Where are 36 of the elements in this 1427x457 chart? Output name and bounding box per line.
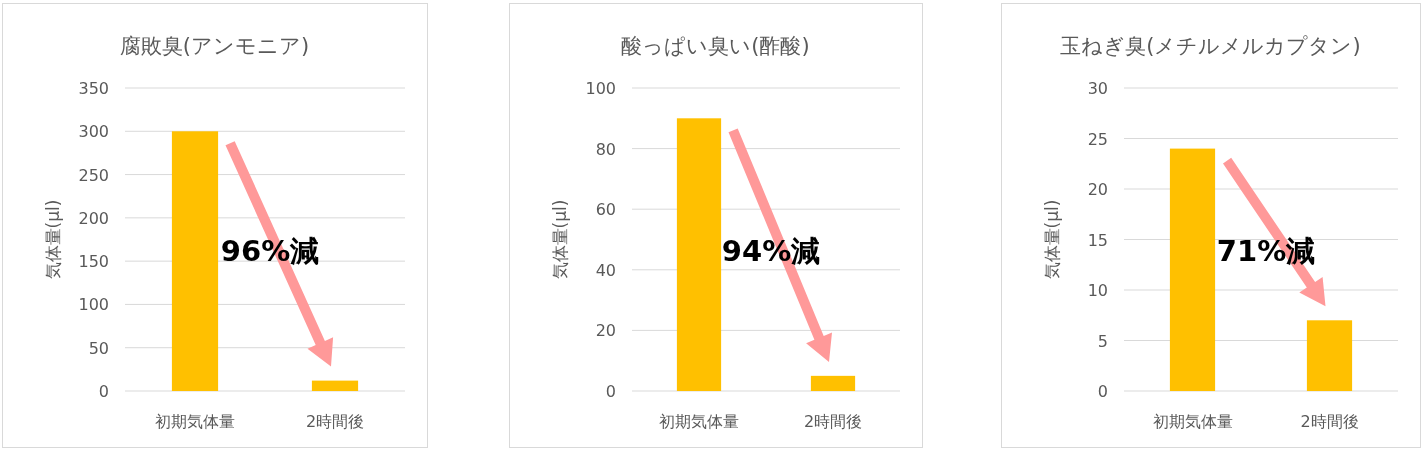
y-tick-label: 20 (1087, 180, 1108, 199)
chart-title: 腐敗臭(アンモニア) (119, 34, 310, 58)
y-tick-label: 250 (78, 165, 109, 185)
chart-title: 酸っぱい臭い(酢酸) (621, 34, 810, 58)
y-tick-label: 350 (78, 79, 109, 98)
x-tick-label: 2時間後 (305, 412, 365, 431)
annotation: 96%減 (220, 233, 320, 268)
annotation: 94%減 (721, 233, 821, 268)
x-tick-label: 2時間後 (803, 412, 863, 431)
y-tick-label: 0 (605, 382, 616, 401)
y-tick-label: 50 (88, 338, 109, 358)
y-tick-label: 150 (78, 252, 109, 272)
y-tick-label: 5 (1097, 331, 1108, 351)
x-tick-label: 初期気体量 (659, 412, 739, 431)
x-tick-label: 2時間後 (1300, 412, 1359, 431)
y-tick-label: 20 (595, 321, 616, 341)
y-axis-title: 気体量(μl) (550, 199, 570, 280)
y-tick-label: 100 (78, 295, 109, 315)
x-tick-label: 初期気体量 (155, 412, 235, 431)
y-tick-label: 80 (595, 139, 616, 159)
y-tick-label: 200 (78, 208, 109, 228)
y-axis-title: 気体量(μl) (43, 199, 63, 280)
chart-title: 玉ねぎ臭(メチルメルカプタン) (1060, 34, 1361, 58)
y-tick-label: 0 (98, 382, 109, 401)
y-tick-label: 300 (78, 122, 109, 142)
x-tick-label: 初期気体量 (1152, 412, 1233, 431)
y-tick-label: 60 (595, 200, 616, 220)
y-axis-title: 気体量(μl) (1042, 199, 1062, 280)
y-tick-label: 0 (1097, 382, 1108, 401)
y-tick-label: 25 (1087, 129, 1108, 149)
y-tick-label: 30 (1087, 79, 1108, 98)
y-tick-label: 40 (595, 260, 616, 280)
annotation: 71%減 (1216, 233, 1316, 268)
y-tick-label: 15 (1087, 230, 1108, 250)
y-tick-label: 100 (585, 79, 616, 98)
y-tick-label: 10 (1087, 281, 1108, 300)
